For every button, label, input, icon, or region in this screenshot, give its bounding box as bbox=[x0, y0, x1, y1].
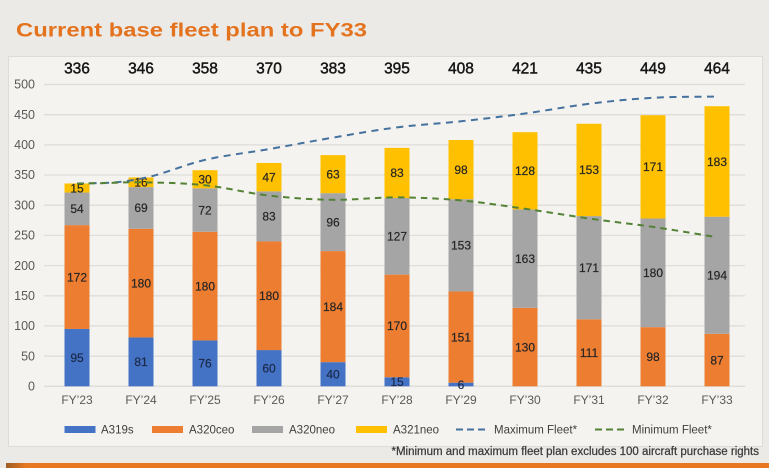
svg-text:180: 180 bbox=[259, 289, 279, 303]
svg-text:FY’24: FY’24 bbox=[125, 393, 157, 407]
svg-text:83: 83 bbox=[262, 210, 276, 224]
svg-text:408: 408 bbox=[448, 61, 474, 78]
svg-text:395: 395 bbox=[384, 61, 410, 78]
svg-text:180: 180 bbox=[195, 279, 215, 293]
svg-text:FY’29: FY’29 bbox=[445, 393, 477, 407]
svg-text:16: 16 bbox=[134, 176, 148, 190]
svg-text:163: 163 bbox=[515, 252, 535, 266]
svg-text:FY’27: FY’27 bbox=[317, 393, 349, 407]
svg-text:183: 183 bbox=[707, 155, 727, 169]
svg-text:54: 54 bbox=[70, 202, 84, 216]
svg-text:A319s: A319s bbox=[101, 425, 134, 437]
svg-text:300: 300 bbox=[14, 198, 35, 212]
svg-text:87: 87 bbox=[710, 353, 724, 367]
svg-text:FY’33: FY’33 bbox=[701, 393, 733, 407]
svg-text:370: 370 bbox=[256, 61, 282, 78]
svg-text:435: 435 bbox=[576, 61, 602, 78]
svg-text:6: 6 bbox=[458, 378, 465, 392]
svg-text:98: 98 bbox=[454, 163, 468, 177]
svg-text:95: 95 bbox=[70, 351, 84, 365]
svg-text:FY’30: FY’30 bbox=[509, 393, 541, 407]
svg-text:346: 346 bbox=[128, 61, 154, 78]
svg-text:170: 170 bbox=[387, 319, 407, 333]
svg-text:151: 151 bbox=[451, 330, 471, 344]
svg-text:83: 83 bbox=[390, 166, 404, 180]
svg-text:0: 0 bbox=[28, 380, 35, 394]
svg-text:FY’31: FY’31 bbox=[573, 393, 605, 407]
svg-text:A320ceo: A320ceo bbox=[189, 425, 234, 437]
svg-text:15: 15 bbox=[70, 181, 84, 195]
svg-text:250: 250 bbox=[14, 229, 35, 243]
svg-text:449: 449 bbox=[640, 61, 666, 78]
svg-text:450: 450 bbox=[14, 108, 35, 122]
svg-text:69: 69 bbox=[134, 201, 148, 215]
svg-text:172: 172 bbox=[67, 270, 87, 284]
svg-text:60: 60 bbox=[262, 362, 276, 376]
svg-text:153: 153 bbox=[579, 163, 599, 177]
svg-text:111: 111 bbox=[580, 346, 599, 360]
svg-text:358: 358 bbox=[192, 61, 218, 78]
svg-text:350: 350 bbox=[14, 168, 35, 182]
svg-text:A321neo: A321neo bbox=[393, 425, 439, 437]
svg-text:153: 153 bbox=[451, 239, 471, 253]
svg-text:Current base fleet plan to FY3: Current base fleet plan to FY33 bbox=[16, 20, 367, 42]
svg-text:81: 81 bbox=[134, 355, 148, 369]
svg-text:15: 15 bbox=[390, 375, 404, 389]
svg-text:194: 194 bbox=[707, 269, 727, 283]
svg-text:400: 400 bbox=[14, 138, 35, 152]
svg-text:200: 200 bbox=[14, 259, 35, 273]
svg-text:Minimum Fleet*: Minimum Fleet* bbox=[632, 425, 712, 437]
svg-text:FY’23: FY’23 bbox=[61, 393, 93, 407]
svg-text:96: 96 bbox=[326, 215, 340, 229]
svg-text:50: 50 bbox=[21, 349, 35, 363]
svg-text:150: 150 bbox=[14, 289, 35, 303]
svg-text:383: 383 bbox=[320, 61, 346, 78]
svg-text:FY’32: FY’32 bbox=[637, 393, 669, 407]
svg-text:130: 130 bbox=[515, 340, 535, 354]
svg-text:128: 128 bbox=[515, 164, 535, 178]
svg-text:127: 127 bbox=[387, 230, 407, 244]
svg-text:76: 76 bbox=[198, 357, 212, 371]
svg-text:336: 336 bbox=[64, 61, 90, 78]
svg-text:180: 180 bbox=[643, 266, 663, 280]
svg-text:421: 421 bbox=[512, 61, 538, 78]
svg-text:184: 184 bbox=[323, 300, 343, 314]
svg-text:30: 30 bbox=[198, 173, 212, 187]
svg-text:500: 500 bbox=[14, 78, 35, 92]
svg-text:40: 40 bbox=[326, 368, 340, 382]
svg-text:Maximum Fleet*: Maximum Fleet* bbox=[494, 425, 578, 437]
svg-text:171: 171 bbox=[643, 160, 663, 174]
svg-text:464: 464 bbox=[704, 61, 730, 78]
svg-text:100: 100 bbox=[14, 319, 35, 333]
svg-text:171: 171 bbox=[579, 261, 599, 275]
svg-text:180: 180 bbox=[131, 276, 151, 290]
svg-text:47: 47 bbox=[262, 171, 276, 185]
svg-text:63: 63 bbox=[326, 167, 340, 181]
svg-text:FY’26: FY’26 bbox=[253, 393, 285, 407]
svg-text:FY’28: FY’28 bbox=[381, 393, 413, 407]
svg-text:A320neo: A320neo bbox=[289, 425, 335, 437]
svg-text:98: 98 bbox=[646, 350, 660, 364]
svg-text:72: 72 bbox=[198, 203, 212, 217]
svg-text:FY’25: FY’25 bbox=[189, 393, 221, 407]
